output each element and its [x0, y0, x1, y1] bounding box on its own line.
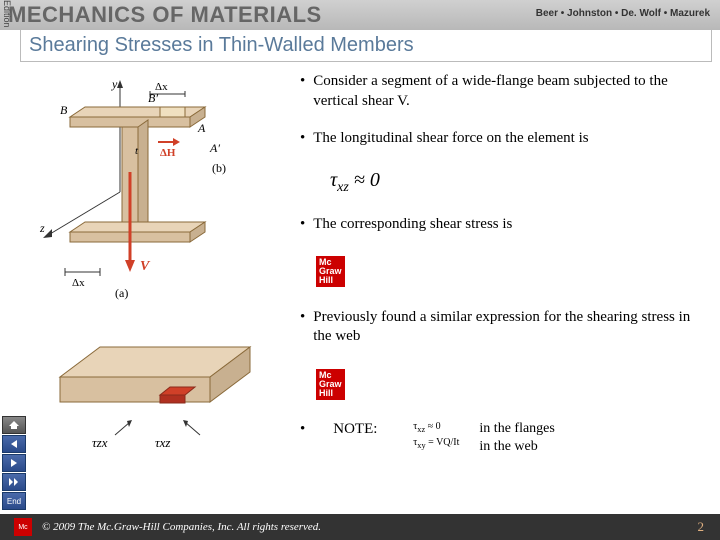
bullet-4: Previously found a similar expression fo… — [300, 308, 710, 347]
equation-tau: τxz ≈ 0 — [330, 167, 710, 197]
diagram-column: y z B B′ A A′ — [30, 72, 290, 502]
footer-logo: Mc — [14, 518, 32, 536]
authors: Beer • Johnston • De. Wolf • Mazurek — [536, 8, 710, 19]
nav-panel: End — [2, 416, 26, 510]
fig-a-label: (a) — [115, 286, 128, 300]
mcgraw-logo-2: McGrawHill — [316, 369, 345, 400]
footer-bar: Mc © 2009 The Mc.Graw-Hill Companies, In… — [0, 514, 720, 540]
label-dH: ΔH — [160, 147, 176, 159]
note-equations: τxz ≈ 0τxy = VQ/It — [413, 420, 459, 452]
label-A: A — [197, 121, 206, 135]
label-txz: τxz — [155, 435, 170, 450]
nav-prev-button[interactable] — [2, 435, 26, 453]
axis-y-label: y — [111, 77, 118, 91]
label-dx-bot: Δx — [72, 277, 85, 289]
bullet-3: The corresponding shear stress is — [300, 215, 710, 235]
label-tzx: τzx — [92, 435, 108, 450]
nav-end-button[interactable]: End — [2, 492, 26, 510]
bullet-1: Consider a segment of a wide-flange beam… — [300, 72, 710, 111]
text-column: Consider a segment of a wide-flange beam… — [290, 72, 710, 502]
main-content: y z B B′ A A′ — [0, 62, 720, 502]
label-dx-top: Δx — [155, 81, 168, 93]
nav-home-button[interactable] — [2, 416, 26, 434]
plate-diagram: τzx τxz — [30, 317, 270, 467]
axis-z-label: z — [39, 221, 45, 235]
fig-b-label: (b) — [212, 161, 226, 175]
slide-subtitle: Shearing Stresses in Thin-Walled Members — [20, 30, 712, 62]
nav-next-button[interactable] — [2, 454, 26, 472]
cut-segment — [160, 107, 185, 117]
book-title: MECHANICS OF MATERIALS — [8, 2, 322, 28]
label-V: V — [140, 259, 151, 274]
label-Ap: A′ — [209, 141, 220, 155]
ibeam-body — [70, 107, 205, 242]
nav-skip-button[interactable] — [2, 473, 26, 491]
bullet-5: NOTE: τxz ≈ 0τxy = VQ/It in the flanges … — [300, 420, 710, 456]
note-where: in the flanges in the web — [479, 420, 554, 456]
mcgraw-logo-1: McGrawHill — [316, 256, 345, 287]
label-B: B — [60, 103, 68, 117]
bullet-2: The longitudinal shear force on the elem… — [300, 129, 710, 149]
copyright-text: © 2009 The Mc.Graw-Hill Companies, Inc. … — [42, 521, 321, 533]
note-label: NOTE: — [333, 420, 393, 440]
header-bar: Edition MECHANICS OF MATERIALS Beer • Jo… — [0, 0, 720, 30]
page-number: 2 — [698, 519, 705, 535]
ibeam-diagram: y z B B′ A A′ — [30, 72, 270, 302]
edition-label: Edition — [2, 0, 12, 28]
